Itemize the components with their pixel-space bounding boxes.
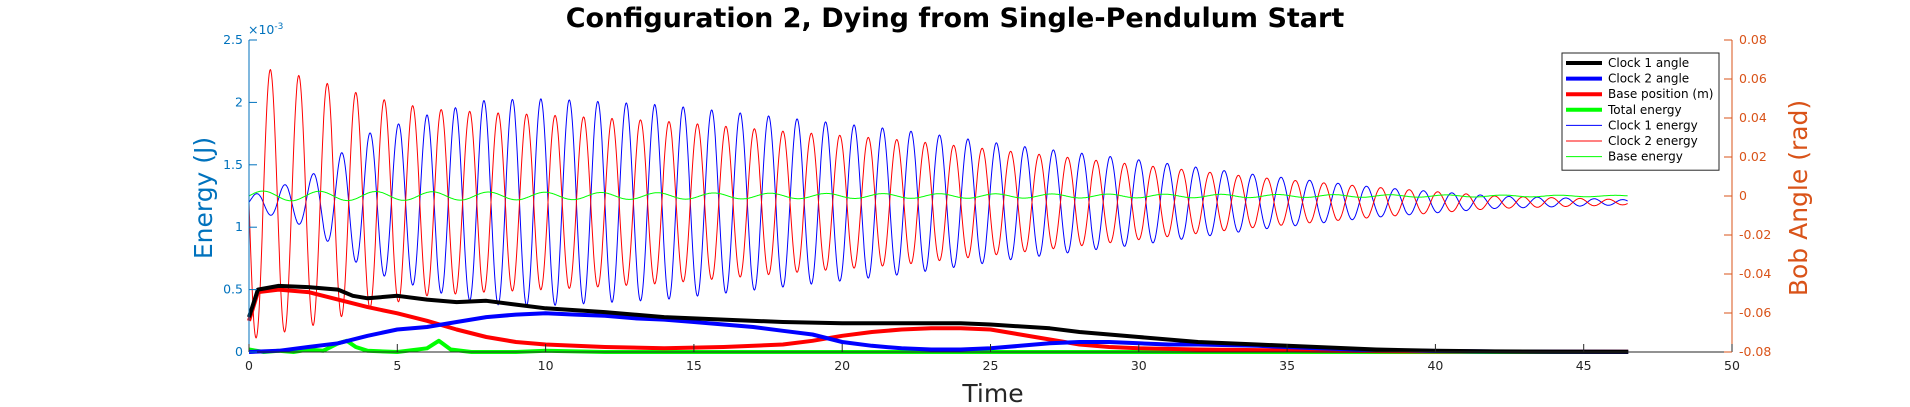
x-tick-label: 40 bbox=[1427, 358, 1443, 373]
x-tick-label: 30 bbox=[1131, 358, 1147, 373]
x-tick-label: 25 bbox=[983, 358, 999, 373]
series-clock-1-energy bbox=[248, 98, 1628, 306]
y-right-axis-label: Bob Angle (rad) bbox=[1784, 100, 1813, 296]
y-right-tick-label: 0 bbox=[1739, 188, 1747, 203]
y-left-axis-label: Energy (J) bbox=[189, 137, 218, 259]
x-tick-label: 10 bbox=[538, 358, 554, 373]
y-right-tick-label: -0.02 bbox=[1739, 227, 1771, 242]
x-axis-label: Time bbox=[961, 379, 1023, 407]
legend-label: Base energy bbox=[1608, 150, 1683, 164]
y-right-tick-label: 0.02 bbox=[1739, 149, 1767, 164]
chart-title: Configuration 2, Dying from Single-Pendu… bbox=[566, 3, 1345, 34]
x-tick-label: 35 bbox=[1279, 358, 1295, 373]
y-right-tick-label: 0.04 bbox=[1739, 110, 1767, 125]
y-left-tick-label: 0 bbox=[235, 344, 243, 359]
y-left-tick-label: 1 bbox=[235, 219, 243, 234]
y-left-tick-label: 1.5 bbox=[223, 157, 243, 172]
legend-label: Clock 2 energy bbox=[1608, 134, 1698, 148]
x-tick-label: 50 bbox=[1724, 358, 1740, 373]
x-tick-label: 45 bbox=[1576, 358, 1592, 373]
y-left-tick-label: 0.5 bbox=[223, 282, 243, 297]
series-clock-1-angle bbox=[247, 283, 1629, 354]
series-base-position-m bbox=[247, 287, 1629, 354]
series-clock-2-energy bbox=[248, 69, 1628, 339]
x-tick-label: 0 bbox=[245, 358, 253, 373]
legend-label: Base position (m) bbox=[1608, 87, 1713, 101]
y-right-tick-label: 0.06 bbox=[1739, 71, 1767, 86]
y-right-tick-label: -0.08 bbox=[1739, 344, 1771, 359]
x-tick-label: 5 bbox=[393, 358, 401, 373]
x-tick-label: 15 bbox=[686, 358, 702, 373]
x-tick-label: 20 bbox=[834, 358, 850, 373]
y-left-tick-label: 2 bbox=[235, 94, 243, 109]
y-right-tick-label: -0.06 bbox=[1739, 305, 1771, 320]
series-base-energy bbox=[248, 190, 1628, 202]
y-right-tick-label: 0.08 bbox=[1739, 32, 1767, 47]
y-right-tick-label: -0.04 bbox=[1739, 266, 1771, 281]
legend-label: Clock 2 angle bbox=[1608, 72, 1689, 86]
legend-label: Total energy bbox=[1607, 103, 1682, 117]
legend-label: Clock 1 energy bbox=[1608, 118, 1698, 132]
y-left-exponent: ×10-3 bbox=[248, 22, 283, 37]
legend-label: Clock 1 angle bbox=[1608, 56, 1689, 70]
y-left-tick-label: 2.5 bbox=[223, 32, 243, 47]
axes-layer: 0 5 10 15 20 25 30 35 40 45 50 0 0.5 1 1.5 2 2.5 -0.08 -0.… bbox=[223, 32, 1771, 373]
series-layer bbox=[247, 69, 1629, 354]
